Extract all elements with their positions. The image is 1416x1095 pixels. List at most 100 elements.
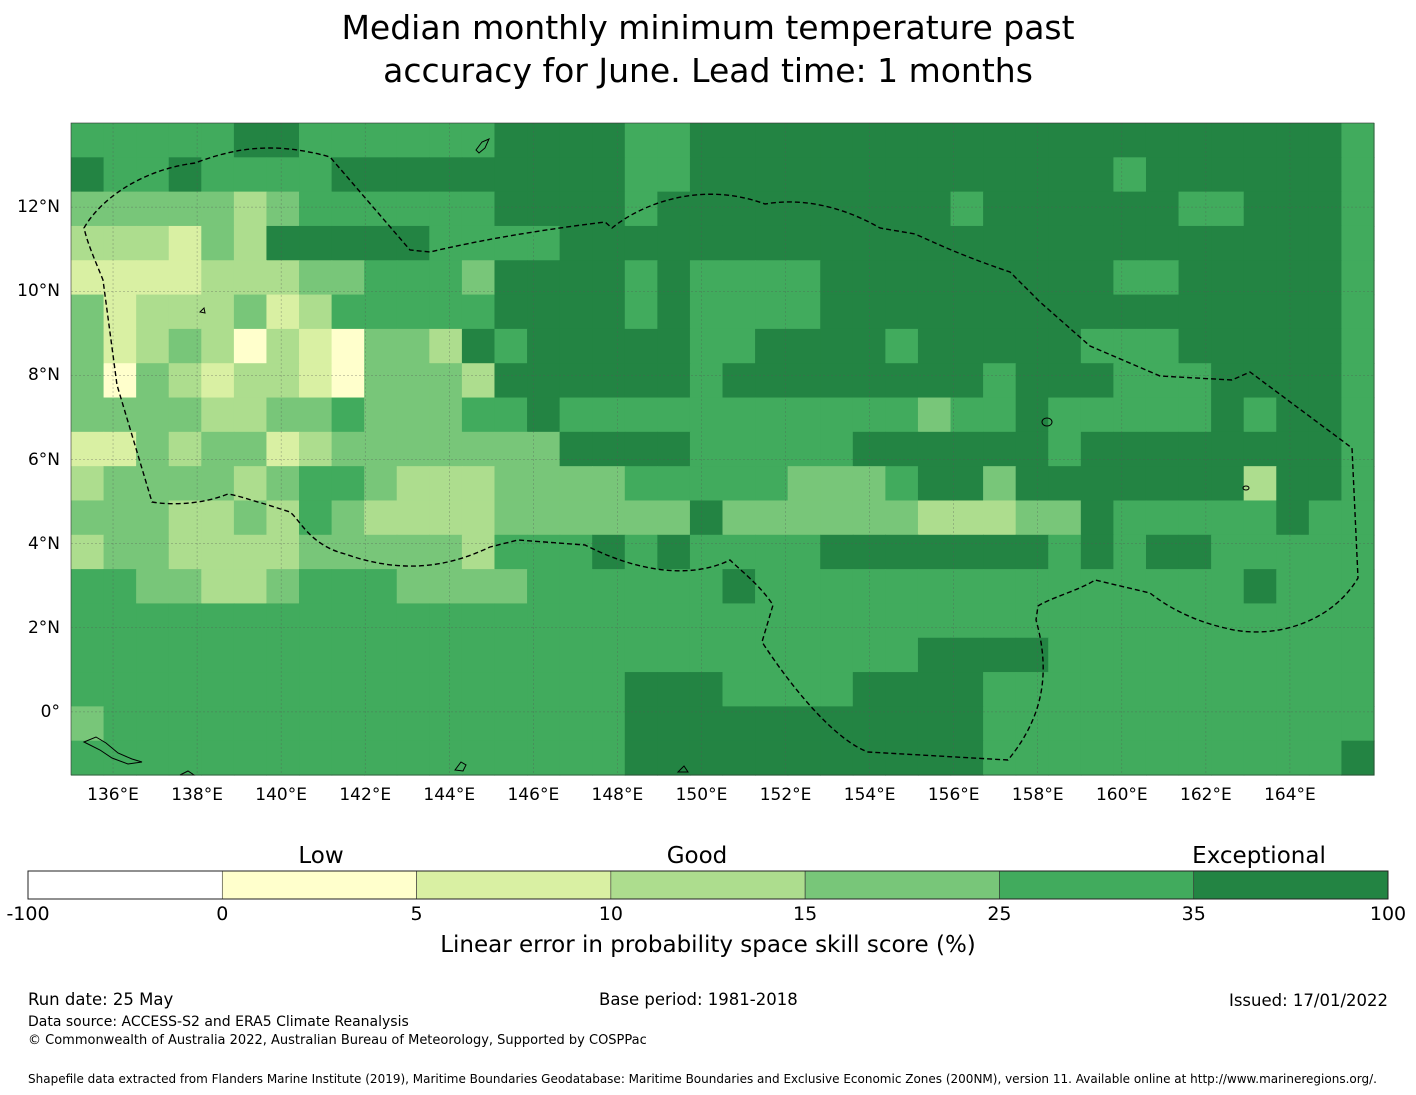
map-cell <box>624 123 658 158</box>
map-cell <box>168 466 202 502</box>
map-cell <box>1145 637 1180 673</box>
map-cell <box>201 225 235 261</box>
map-cell <box>592 328 626 364</box>
shapefile-credit: Shapefile data extracted from Flanders M… <box>28 1072 1377 1086</box>
map-cell <box>168 500 202 536</box>
map-cell <box>559 466 593 502</box>
map-cell <box>592 706 626 742</box>
map-cell <box>299 157 333 193</box>
map-cell <box>787 191 821 227</box>
map-cell <box>787 260 821 296</box>
map-cell <box>1211 225 1245 261</box>
map-cell <box>983 534 1017 570</box>
map-cell <box>1048 328 1082 364</box>
map-cell <box>1341 706 1375 742</box>
map-cell <box>1113 294 1147 330</box>
map-cell <box>1015 740 1049 776</box>
map-cell <box>885 260 919 296</box>
map-cell <box>885 225 919 261</box>
map-cell <box>396 363 430 399</box>
map-cell <box>527 500 561 536</box>
map-cell <box>787 123 821 158</box>
map-cell <box>201 500 235 536</box>
map-cell <box>168 534 202 570</box>
map-cell <box>689 294 724 330</box>
map-cell <box>266 397 300 433</box>
map-cell <box>722 191 756 227</box>
map-cell <box>364 431 398 467</box>
colorbar-tick-label: 25 <box>987 903 1012 925</box>
map-cell <box>1145 294 1180 330</box>
map-cell <box>592 603 626 639</box>
map-cell <box>168 637 202 673</box>
map-cell <box>852 672 886 707</box>
map-cell <box>950 123 984 158</box>
map-cell <box>689 328 724 364</box>
map-cell <box>103 397 137 433</box>
map-cell <box>364 191 398 227</box>
map-cell <box>820 603 854 639</box>
map-cell <box>624 328 658 364</box>
map-cell <box>950 534 984 570</box>
map-cell <box>233 260 268 296</box>
map-cell <box>1113 637 1147 673</box>
map-cell <box>559 397 593 433</box>
map-cell <box>331 500 365 536</box>
map-cell <box>950 706 984 742</box>
map-cell <box>429 534 463 570</box>
map-cell <box>885 123 919 158</box>
map-cell <box>461 637 496 673</box>
map-cell <box>657 500 691 536</box>
map-cell <box>820 294 854 330</box>
map-cell <box>103 363 137 399</box>
map-cell <box>592 534 626 570</box>
map-cell <box>1015 191 1049 227</box>
map-cell <box>755 466 789 502</box>
map-cell <box>1080 363 1115 399</box>
map-cell <box>820 431 854 467</box>
map-cell <box>624 294 658 330</box>
map-cell <box>1178 191 1212 227</box>
colorbar-label-exceptional: Exceptional <box>1192 843 1326 869</box>
map-cell <box>168 191 202 227</box>
map-cell <box>689 706 724 742</box>
map-cell <box>1211 191 1245 227</box>
map-cell <box>103 672 137 707</box>
x-tick-label: 138°E <box>171 785 223 805</box>
map-cell <box>1048 740 1082 776</box>
map-cell <box>1308 637 1343 673</box>
map-cell <box>71 466 105 502</box>
map-cell <box>136 500 170 536</box>
map-cell <box>755 431 789 467</box>
map-cell <box>527 260 561 296</box>
colorbar-tick-label: 10 <box>598 903 623 925</box>
map-cell <box>950 157 984 193</box>
map-cell <box>1145 706 1180 742</box>
map-cell <box>299 225 333 261</box>
map-cell <box>71 157 105 193</box>
map-cell <box>71 740 105 776</box>
map-cell <box>201 534 235 570</box>
map-cell <box>722 363 756 399</box>
map-cell <box>429 260 463 296</box>
map-cell <box>722 637 756 673</box>
map-cell <box>1308 706 1343 742</box>
map-cell <box>1276 328 1310 364</box>
map-cell <box>1308 500 1343 536</box>
map-cell <box>722 397 756 433</box>
map-cell <box>820 500 854 536</box>
map-cell <box>657 672 691 707</box>
map-cell <box>1080 534 1115 570</box>
colorbar-tick-label: 5 <box>410 903 423 925</box>
map-cell <box>1211 569 1245 605</box>
map-cell <box>1276 672 1310 707</box>
x-tick-label: 160°E <box>1095 785 1148 805</box>
map-cell <box>233 569 268 605</box>
map-cell <box>787 363 821 399</box>
map-cell <box>624 431 658 467</box>
map-cell <box>885 363 919 399</box>
map-cell <box>1211 431 1245 467</box>
map-cell <box>722 157 756 193</box>
map-cell <box>1048 397 1082 433</box>
map-cell <box>233 225 268 261</box>
